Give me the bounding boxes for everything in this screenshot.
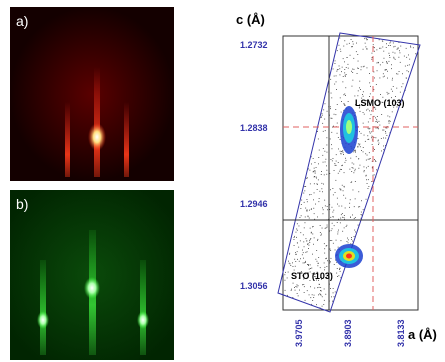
- spot-center-b: [84, 277, 100, 299]
- y-axis-title: c (Å): [236, 12, 265, 27]
- x-axis-title: a (Å): [408, 327, 437, 342]
- streak-left-b: [40, 260, 46, 355]
- panel-label-a: a): [16, 13, 29, 29]
- sto-peak: [335, 244, 363, 268]
- y-tick-label: 1.2946: [240, 199, 268, 209]
- x-tick-label: 3.8903: [343, 319, 353, 347]
- streak-center-a: [94, 67, 100, 177]
- map-frame: [282, 35, 419, 311]
- rheed-image-a: a): [10, 7, 174, 181]
- spot-right-b: [137, 311, 149, 329]
- scan-region-box: [277, 32, 421, 313]
- lsmo-peak-label: LSMO (103): [355, 98, 405, 108]
- y-tick-label: 1.2838: [240, 123, 268, 133]
- y-tick-label: 1.2732: [240, 40, 268, 50]
- lsmo-peak: [340, 106, 358, 154]
- scatter-points: [284, 37, 417, 309]
- panel-label-b: b): [16, 196, 29, 212]
- rheed-pattern-b: [10, 190, 174, 360]
- streak-right-a: [124, 102, 129, 177]
- rheed-image-b: b): [10, 190, 174, 360]
- rheed-pattern-a: [10, 7, 174, 181]
- x-tick-label: 3.8133: [396, 319, 406, 347]
- y-tick-label: 1.3056: [240, 281, 268, 291]
- sto-peak-label: STO (103): [291, 271, 333, 281]
- x-tick-label: 3.9705: [294, 319, 304, 347]
- streak-right-b: [140, 260, 146, 355]
- specular-spot-a: [88, 123, 106, 151]
- streak-left-a: [65, 102, 70, 177]
- spot-left-b: [37, 311, 49, 329]
